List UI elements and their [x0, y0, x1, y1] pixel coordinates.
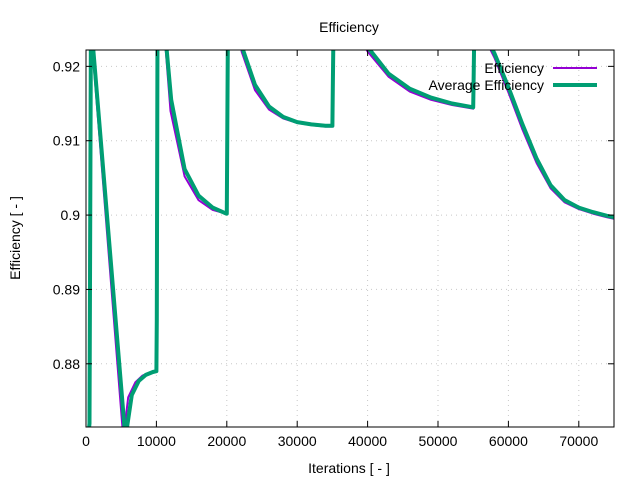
legend-label: Average Efficiency: [429, 77, 544, 93]
y-tick-label: 0.9: [61, 207, 81, 223]
grid: [86, 50, 614, 427]
y-axis-label: Efficiency [ - ]: [7, 196, 23, 280]
chart-title: Efficiency: [319, 19, 379, 35]
x-tick-label: 40000: [348, 433, 387, 449]
y-tick-label: 0.88: [53, 356, 80, 372]
x-axis-label: Iterations [ - ]: [308, 460, 390, 476]
series-line-average-efficiency: [87, 50, 614, 427]
x-tick-label: 20000: [207, 433, 246, 449]
x-tick-label: 50000: [419, 433, 458, 449]
x-tick-label: 10000: [137, 433, 176, 449]
x-tick-label: 0: [82, 433, 90, 449]
y-tick-label: 0.91: [53, 133, 80, 149]
series-layer: [87, 50, 614, 427]
x-tick-label: 70000: [559, 433, 598, 449]
x-tick-label: 60000: [489, 433, 528, 449]
plot-frame: [85, 49, 615, 428]
legend-label: Efficiency: [484, 60, 544, 76]
y-axis-ticks: 0.88 0.89 0.9 0.91 0.92: [53, 58, 614, 372]
y-tick-label: 0.92: [53, 58, 80, 74]
y-tick-label: 0.89: [53, 281, 80, 297]
x-tick-label: 30000: [278, 433, 317, 449]
x-axis-ticks: 0 10000 20000 30000 40000 50000 60000 70000: [82, 50, 598, 449]
